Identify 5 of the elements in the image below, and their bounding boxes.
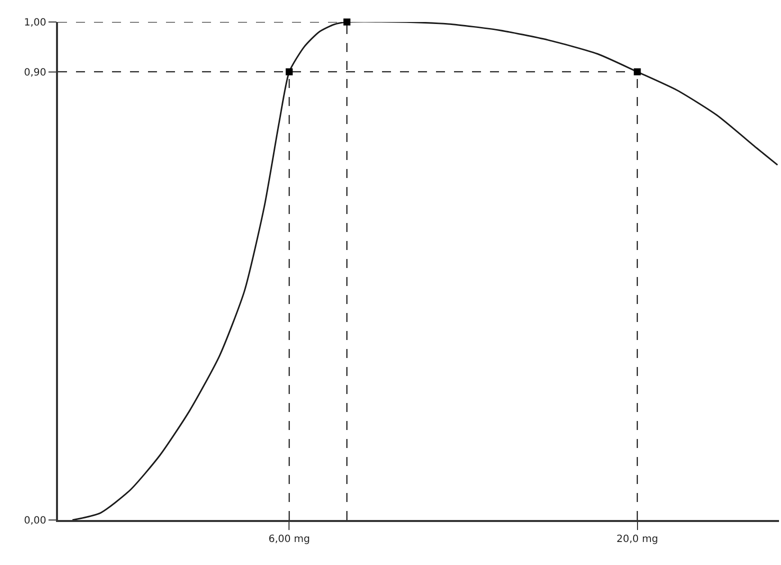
y-tick-label: 0,90 <box>24 67 46 78</box>
x-tick-label: 20,0 mg <box>616 534 658 545</box>
y-tick-label: 1,00 <box>24 18 46 28</box>
y-tick-label: 0,00 <box>24 516 46 526</box>
x-tick-label: 6,00 mg <box>268 534 310 545</box>
